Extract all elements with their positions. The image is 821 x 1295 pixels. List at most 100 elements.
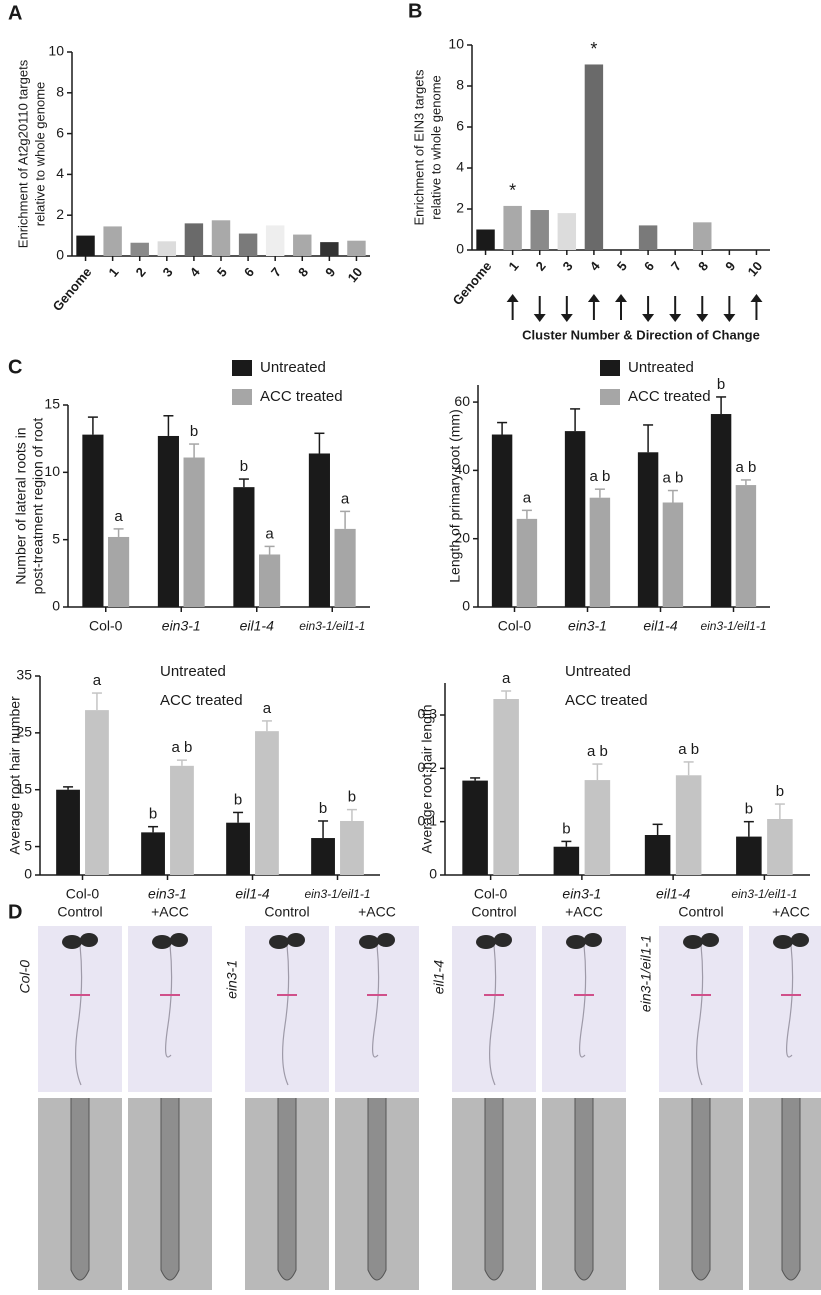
x-tick-label: ein3-1 [162, 618, 201, 634]
bar-annotation: a b [587, 743, 608, 760]
bar [157, 241, 177, 256]
condition-label: +ACC [358, 904, 396, 920]
arrow-head [696, 314, 709, 322]
bar [584, 64, 604, 250]
error-bar [318, 820, 329, 839]
x-tick-label: ein3-1/eil1-1 [299, 619, 365, 633]
legend-label: Untreated [565, 663, 631, 680]
x-tick-label: 7 [668, 258, 684, 273]
x-tick-label: 8 [295, 264, 311, 279]
bar [530, 210, 549, 250]
bar [293, 234, 312, 256]
error-bar [314, 432, 325, 454]
y-tick-label: 10 [448, 36, 464, 52]
x-tick-label: 10 [745, 258, 766, 279]
error-bar [497, 421, 508, 435]
x-tick-label: 9 [722, 258, 738, 273]
root-drawing [489, 944, 497, 1086]
bar [85, 710, 109, 875]
leaf-drawing [683, 935, 703, 949]
leaf-drawing [476, 935, 496, 949]
bar [493, 699, 519, 875]
legend-label: ACC treated [565, 692, 648, 709]
error-bar [91, 692, 102, 711]
direction-arrow [615, 294, 627, 320]
error-bar [238, 478, 249, 488]
x-tick-label: ein3-1 [568, 618, 607, 634]
y-tick-label: 0 [462, 598, 470, 614]
x-tick-label: Col-0 [474, 886, 508, 902]
bar [108, 536, 130, 607]
bar [141, 832, 165, 875]
bar-annotation: b [745, 801, 753, 818]
y-axis-label: Number of lateral roots in [13, 427, 29, 584]
bar-annotation: a [502, 670, 511, 687]
error-bar [346, 808, 357, 821]
root-tip-drawing [781, 1098, 801, 1281]
error-bar [716, 396, 727, 415]
legend-label: ACC treated [260, 388, 343, 405]
condition-label: Control [264, 904, 309, 920]
bar-annotation: a b [172, 739, 193, 756]
y-tick-label: 0 [429, 866, 437, 882]
bar [334, 528, 356, 607]
y-tick-label: 40 [454, 461, 470, 477]
error-bar [163, 415, 174, 436]
y-tick-label: 15 [16, 780, 32, 796]
leaf-drawing [494, 933, 512, 947]
leaf-drawing [377, 933, 395, 947]
x-tick-label: eil1-4 [643, 618, 677, 634]
root-tip-drawing [484, 1098, 504, 1281]
y-tick-label: 0 [456, 241, 464, 257]
leaf-drawing [287, 933, 305, 947]
condition-label: Control [471, 904, 516, 920]
error-bar [176, 759, 187, 766]
arrow-head [723, 314, 736, 322]
bar-annotation: b [319, 800, 327, 817]
bar [238, 233, 258, 256]
root-drawing [165, 944, 173, 1058]
y-axis-label: Enrichment of At2g20110 targets [15, 59, 30, 248]
bar-annotation: * [509, 181, 516, 201]
x-tick-label: 4 [587, 258, 604, 274]
y-axis-label: Length of primary root (mm) [447, 409, 463, 583]
condition-label: Control [678, 904, 723, 920]
error-bar [561, 840, 572, 847]
y-tick-label: 5 [52, 530, 60, 546]
error-bar [592, 763, 603, 781]
y-tick-label: 0 [24, 866, 32, 882]
bar [184, 223, 204, 256]
error-bar [233, 811, 244, 823]
bar [557, 213, 577, 250]
condition-label: +ACC [565, 904, 603, 920]
root-drawing [696, 944, 704, 1086]
bar [265, 225, 285, 256]
bar [183, 457, 205, 607]
y-tick-label: 0 [52, 598, 60, 614]
x-tick-label: ein3-1/eil1-1 [700, 619, 766, 633]
y-tick-label: 6 [56, 124, 64, 140]
genotype-label: ein3-1 [224, 960, 240, 999]
error-bar [148, 825, 159, 833]
bar-annotation: a b [678, 741, 699, 758]
error-bar [683, 761, 694, 776]
arrow-head [533, 314, 546, 322]
y-tick-label: 2 [56, 206, 64, 222]
x-tick-label: 10 [345, 264, 366, 285]
error-bar [189, 443, 200, 458]
bar-annotation: a [341, 490, 350, 507]
error-bar [652, 823, 663, 835]
y-tick-label: 4 [56, 165, 64, 181]
x-tick-label: 5 [214, 264, 230, 279]
direction-arrow [669, 296, 682, 322]
bar [710, 414, 732, 607]
arrow-head [587, 294, 600, 302]
x-axis-label: Cluster Number & Direction of Change [522, 327, 760, 342]
x-tick-label: ein3-1 [562, 886, 601, 902]
root-tip-drawing [367, 1098, 387, 1281]
error-bar [570, 408, 581, 432]
x-tick-label: 6 [241, 264, 257, 279]
x-tick-label: Col-0 [66, 886, 100, 902]
bar [157, 435, 179, 607]
